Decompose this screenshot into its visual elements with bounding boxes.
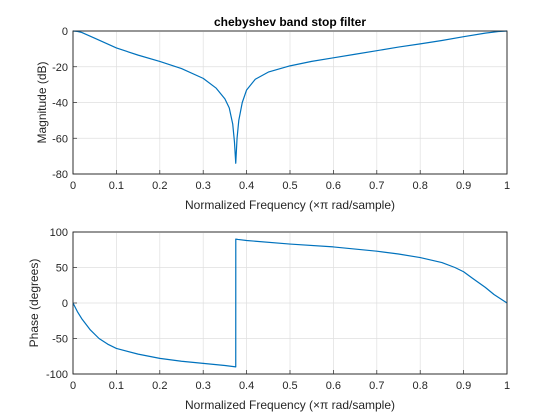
magnitude-x-tick-label: 0.3 (196, 180, 211, 192)
magnitude-x-tick-label: 0.6 (326, 180, 341, 192)
magnitude-x-tick-label: 0.1 (109, 180, 124, 192)
phase-y-tick-label: -50 (52, 334, 68, 346)
magnitude-x-axis-label: Normalized Frequency (×π rad/sample) (185, 198, 395, 212)
phase-ticks: 0 0.1 0.2 0.3 0.4 0.5 0.6 0.7 0.8 0.9 1 -100 -50 0 50 1… (46, 227, 510, 392)
phase-x-tick-label: 0.6 (326, 380, 341, 392)
phase-y-axis-label: Phase (degrees) (27, 259, 41, 348)
magnitude-y-tick-label: -60 (52, 133, 68, 145)
phase-x-tick-label: 1 (504, 380, 510, 392)
magnitude-y-tick-label: 0 (62, 26, 68, 38)
phase-grid (73, 232, 507, 374)
phase-y-tick-label: 0 (62, 298, 68, 310)
magnitude-y-tick-label: -20 (52, 62, 68, 74)
phase-x-tick-label: 0.3 (196, 380, 211, 392)
magnitude-x-tick-label: 0.9 (456, 180, 471, 192)
magnitude-response-curve (72, 30, 508, 164)
phase-axes-frame (72, 231, 508, 375)
phase-axes: 0 0.1 0.2 0.3 0.4 0.5 0.6 0.7 0.8 0.9 1 -100 -50 0 50 1… (27, 227, 510, 412)
magnitude-x-tick-label: 0 (70, 180, 76, 192)
phase-x-tick-label: 0 (70, 380, 76, 392)
phase-y-tick-label: 50 (56, 263, 68, 275)
magnitude-axes: 0 0.1 0.2 0.3 0.4 0.5 0.6 0.7 0.8 0.9 1 -80 -60 -40 -2… (35, 26, 510, 212)
phase-x-axis-label: Normalized Frequency (×π rad/sample) (185, 398, 395, 412)
phase-x-tick-label: 0.4 (239, 380, 254, 392)
phase-x-tick-label: 0.7 (369, 380, 384, 392)
magnitude-x-tick-label: 0.5 (282, 180, 297, 192)
phase-y-tick-label: -100 (46, 369, 68, 381)
magnitude-ticks: 0 0.1 0.2 0.3 0.4 0.5 0.6 0.7 0.8 0.9 1 -80 -60 -40 -2… (52, 26, 510, 192)
magnitude-grid (73, 31, 507, 174)
phase-response-curve (72, 238, 508, 368)
magnitude-x-tick-label: 0.7 (369, 180, 384, 192)
magnitude-axes-frame (72, 30, 508, 175)
magnitude-y-tick-label: -80 (52, 169, 68, 181)
magnitude-x-tick-label: 0.8 (413, 180, 428, 192)
magnitude-x-tick-label: 0.4 (239, 180, 254, 192)
phase-x-tick-label: 0.9 (456, 380, 471, 392)
phase-x-tick-label: 0.8 (413, 380, 428, 392)
phase-y-tick-label: 100 (50, 227, 68, 239)
magnitude-x-tick-label: 0.2 (152, 180, 167, 192)
magnitude-y-axis-label: Magnitude (dB) (35, 61, 49, 143)
phase-x-tick-label: 0.2 (152, 380, 167, 392)
magnitude-y-tick-label: -40 (52, 98, 68, 110)
phase-x-tick-label: 0.1 (109, 380, 124, 392)
magnitude-x-tick-label: 1 (504, 180, 510, 192)
figure-title: chebyshev band stop filter (214, 15, 366, 29)
phase-x-tick-label: 0.5 (282, 380, 297, 392)
